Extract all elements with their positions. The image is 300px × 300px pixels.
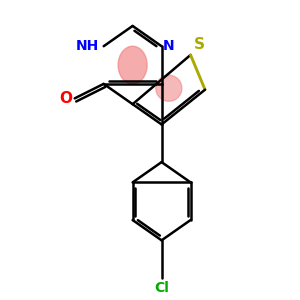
Text: NH: NH (76, 39, 99, 53)
Text: S: S (194, 37, 205, 52)
Text: N: N (163, 39, 175, 53)
Ellipse shape (156, 75, 182, 101)
Text: O: O (59, 91, 72, 106)
Ellipse shape (118, 46, 147, 84)
Text: Cl: Cl (154, 281, 169, 295)
